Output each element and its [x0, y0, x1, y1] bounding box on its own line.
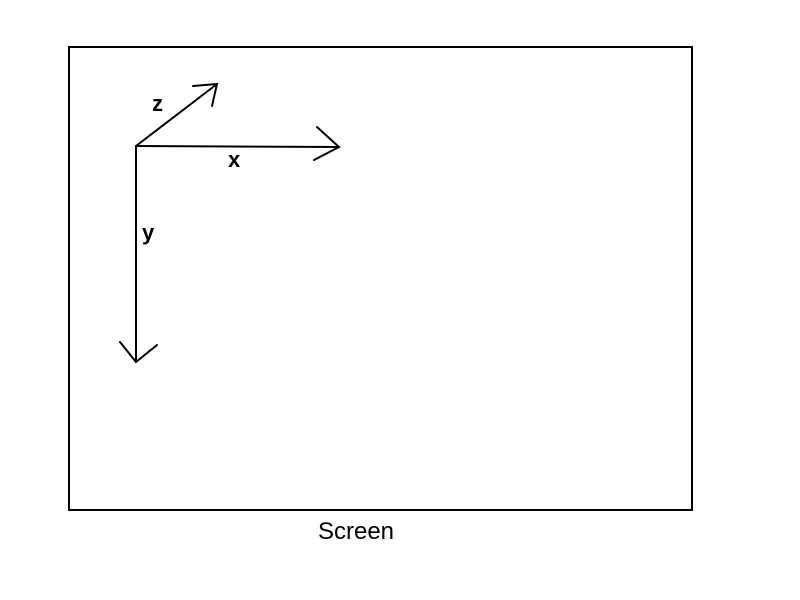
x-axis-arrowhead [313, 126, 341, 161]
screen-caption: Screen [318, 518, 394, 545]
x-axis-line [135, 145, 340, 148]
y-axis [119, 145, 158, 364]
screen-frame [68, 46, 693, 511]
x-axis-label: x [228, 147, 241, 172]
z-axis [135, 82, 219, 147]
z-axis-label: z [152, 91, 163, 116]
y-axis-arrowhead [119, 341, 158, 364]
x-axis [135, 126, 341, 161]
y-axis-label: y [142, 220, 155, 245]
z-axis-line [135, 83, 218, 147]
z-axis-arrowhead [192, 82, 219, 107]
